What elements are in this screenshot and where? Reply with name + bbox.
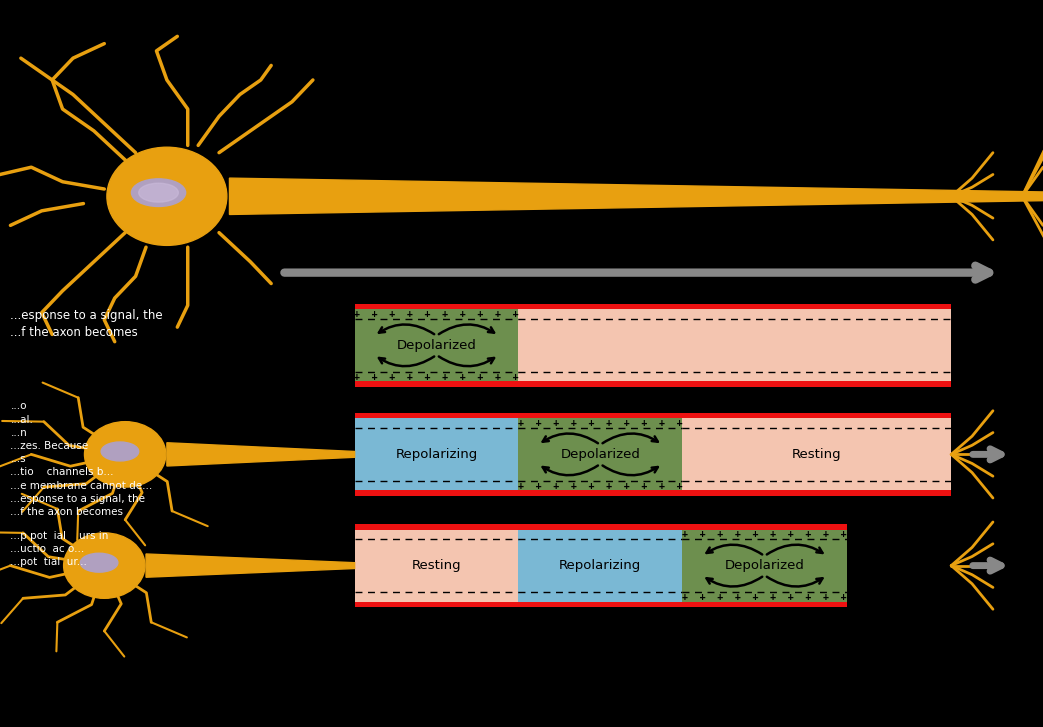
Bar xyxy=(355,601,847,608)
Polygon shape xyxy=(167,443,355,466)
Ellipse shape xyxy=(139,183,178,202)
Polygon shape xyxy=(146,554,355,577)
Text: +  +  +  +  +  +  +  +  +  +: + + + + + + + + + + xyxy=(355,309,518,319)
Bar xyxy=(682,530,847,601)
Text: Depolarized: Depolarized xyxy=(560,448,640,461)
Text: +  +  +  +  +  +  +  +  +  +: + + + + + + + + + + xyxy=(518,418,682,428)
Bar xyxy=(355,413,951,419)
Ellipse shape xyxy=(64,533,145,598)
Bar xyxy=(355,490,951,496)
Text: Repolarizing: Repolarizing xyxy=(559,559,641,572)
Text: Repolarizing: Repolarizing xyxy=(395,448,478,461)
Text: +  +  +  +  +  +  +  +  +  +: + + + + + + + + + + xyxy=(682,529,847,539)
Text: +  +  +  +  +  +  +  +  +  +: + + + + + + + + + + xyxy=(518,481,682,491)
Text: ...esponse to a signal, the
...f the axon becomes: ...esponse to a signal, the ...f the axo… xyxy=(10,309,163,339)
Text: ...o
...al.
...n
...zes. Because
...s
...tio    channels b...
...e membrane cann: ...o ...al. ...n ...zes. Because ...s ..… xyxy=(10,401,152,517)
Ellipse shape xyxy=(106,147,226,245)
Ellipse shape xyxy=(84,422,166,487)
Polygon shape xyxy=(229,178,1043,214)
Text: ...p pot  ial    urs in
...uctio  ac o...
...pot  tial  ur...: ...p pot ial urs in ...uctio ac o... ...… xyxy=(10,531,108,567)
Ellipse shape xyxy=(131,179,186,206)
Bar xyxy=(518,419,682,490)
Bar xyxy=(518,530,682,601)
Bar xyxy=(355,304,951,310)
Text: +  +  +  +  +  +  +  +  +  +: + + + + + + + + + + xyxy=(355,371,518,382)
Bar xyxy=(355,310,518,381)
Text: Depolarized: Depolarized xyxy=(396,339,477,352)
Bar xyxy=(355,523,847,530)
Bar xyxy=(518,310,951,381)
Bar xyxy=(355,381,951,387)
Text: Resting: Resting xyxy=(412,559,461,572)
Bar xyxy=(355,530,518,601)
Ellipse shape xyxy=(101,442,139,461)
Text: +  +  +  +  +  +  +  +  +  +: + + + + + + + + + + xyxy=(682,592,847,602)
Bar xyxy=(682,419,951,490)
Bar xyxy=(355,419,518,490)
Text: Depolarized: Depolarized xyxy=(725,559,804,572)
Ellipse shape xyxy=(80,553,118,572)
Text: Resting: Resting xyxy=(792,448,842,461)
